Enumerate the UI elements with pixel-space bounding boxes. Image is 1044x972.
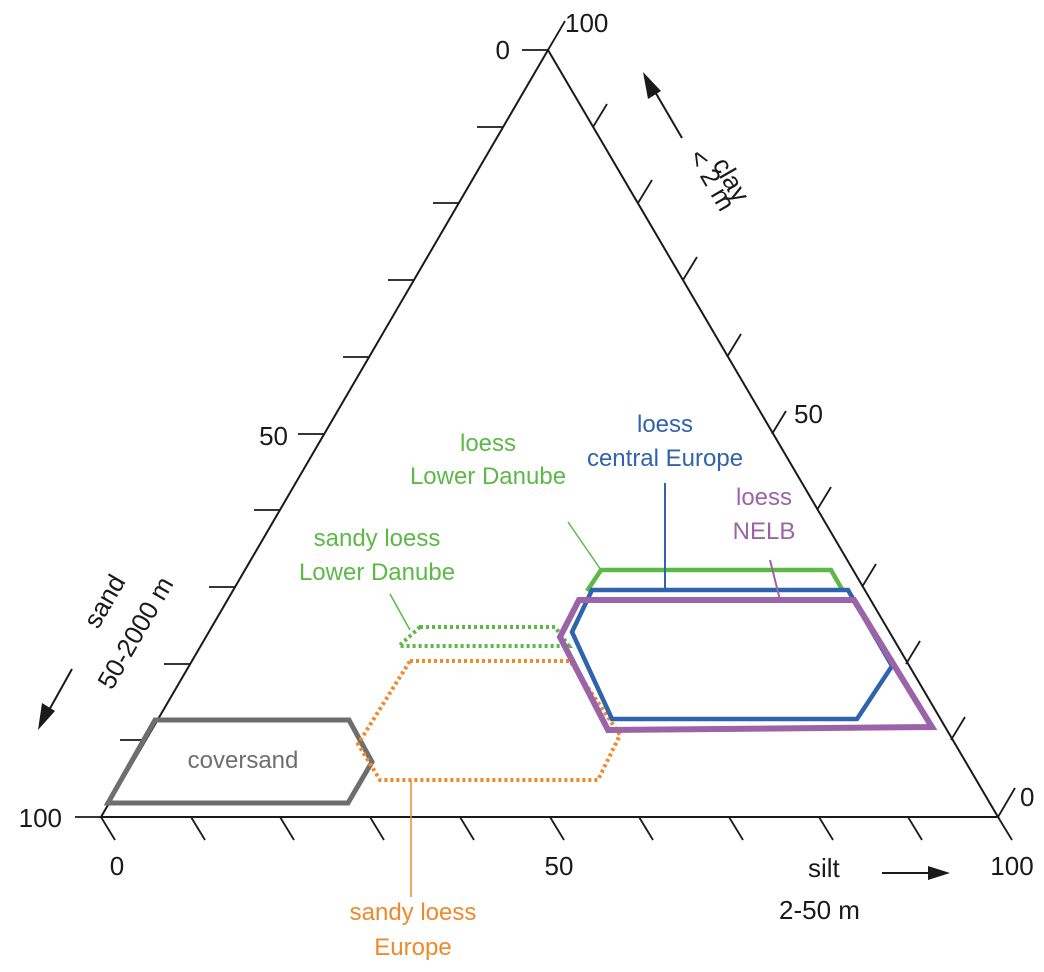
silt-ticks bbox=[100, 816, 1013, 841]
leader-loess-lower-danube bbox=[567, 521, 602, 571]
label-sandy-loess-europe-1: sandy loess bbox=[350, 899, 477, 926]
silt-tick-label-50: 50 bbox=[545, 851, 574, 881]
clay-ticks bbox=[547, 20, 1016, 818]
label-loess-lower-danube-2: Lower Danube bbox=[410, 463, 566, 490]
region-coversand-label: coversand bbox=[188, 747, 299, 774]
silt-tick-label-0: 0 bbox=[110, 851, 124, 881]
label-loess-central-europe-2: central Europe bbox=[587, 445, 743, 472]
silt-arrowhead-icon bbox=[928, 866, 950, 880]
clay-arrowhead-icon bbox=[643, 72, 661, 99]
sand-tick-label-0: 0 bbox=[496, 35, 510, 65]
clay-tick-label-50: 50 bbox=[794, 399, 823, 429]
label-loess-nelb-2: NELB bbox=[733, 518, 796, 545]
silt-axis-name: silt bbox=[808, 853, 841, 883]
leader-sandy-loess-lower-danube bbox=[389, 593, 411, 631]
label-sandy-loess-lower-danube-2: Lower Danube bbox=[299, 559, 455, 586]
region-sandy-loess-lower-danube bbox=[393, 625, 573, 648]
label-loess-lower-danube-1: loess bbox=[460, 430, 516, 457]
clay-arrow bbox=[653, 89, 683, 139]
region-loess-nelb bbox=[556, 597, 938, 734]
region-coversand bbox=[103, 717, 375, 806]
label-sandy-loess-lower-danube-1: sandy loess bbox=[314, 525, 441, 552]
sand-arrow bbox=[47, 668, 73, 713]
sand-ticks bbox=[75, 49, 548, 818]
silt-tick-label-100: 100 bbox=[990, 851, 1033, 881]
leader-loess-nelb bbox=[769, 559, 781, 601]
silt-axis-range: 2-50 m bbox=[779, 895, 860, 925]
silt-axis-title: silt 2-50 m bbox=[779, 853, 950, 925]
sand-arrowhead-icon bbox=[38, 703, 55, 730]
ternary-triangle bbox=[99, 48, 1000, 818]
sand-tick-label-100: 100 bbox=[19, 803, 62, 833]
clay-tick-label-0: 0 bbox=[1020, 782, 1034, 812]
label-sandy-loess-europe-2: Europe bbox=[374, 934, 451, 961]
label-loess-central-europe-1: loess bbox=[637, 411, 693, 438]
label-loess-nelb-1: loess bbox=[736, 484, 792, 511]
sand-axis-title: sand 50-2000 m bbox=[38, 569, 179, 730]
clay-axis-title: clay < 2 m bbox=[643, 72, 756, 216]
region-loess-central-europe bbox=[569, 587, 895, 722]
clay-tick-label-100: 100 bbox=[565, 8, 608, 38]
sand-tick-label-50: 50 bbox=[259, 421, 288, 451]
region-loess-lower-danube bbox=[585, 567, 845, 593]
region-sandy-loess-europe bbox=[355, 659, 623, 782]
